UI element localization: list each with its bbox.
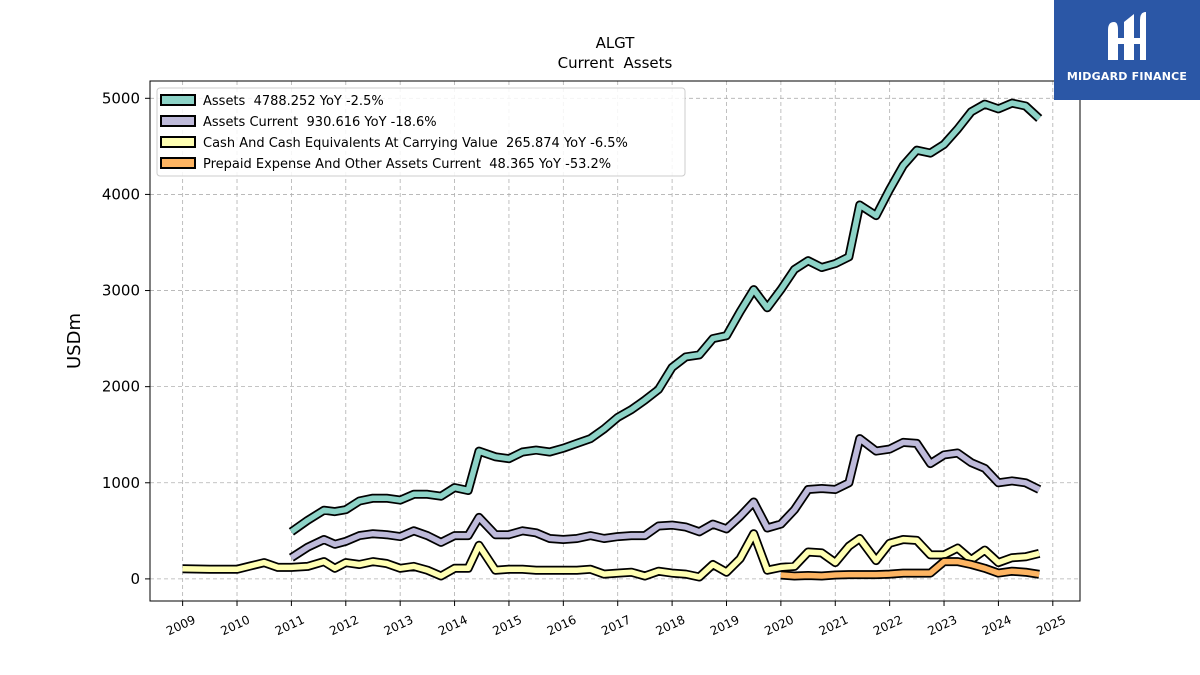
x-tick-label: 2021 — [817, 613, 851, 639]
chart-title: ALGT — [596, 34, 636, 52]
y-tick-label: 3000 — [102, 282, 140, 300]
legend-box — [156, 87, 686, 177]
series-line — [289, 100, 1042, 535]
x-axis: 2009 2010 2011 2012 2013 2014 2015 2016 2017 2018… — [164, 601, 1068, 638]
y-tick-label: 0 — [130, 570, 140, 588]
x-tick-label: 2020 — [762, 613, 796, 639]
x-tick-label: 2015 — [490, 613, 524, 639]
x-tick-label: 2009 — [164, 613, 198, 639]
chart-subtitle: Current Assets — [558, 54, 673, 72]
series-3 — [780, 557, 1040, 581]
x-tick-label: 2025 — [1034, 613, 1068, 639]
series-layer — [182, 98, 1043, 582]
x-tick-label: 2019 — [708, 613, 742, 639]
x-tick-label: 2013 — [382, 613, 416, 639]
legend-swatch — [160, 94, 196, 106]
legend-swatch — [160, 157, 196, 169]
legend: Assets 4788.252 YoY -2.5% Assets Current … — [156, 87, 686, 177]
series-line — [780, 558, 1040, 579]
x-tick-label: 2018 — [654, 613, 688, 639]
x-tick-label: 2017 — [599, 613, 633, 639]
y-tick-label: 1000 — [102, 474, 140, 492]
series-1 — [288, 434, 1042, 562]
x-tick-label: 2010 — [219, 613, 253, 639]
logo-text: MIDGARD FINANCE — [1066, 70, 1188, 83]
x-tick-label: 2022 — [871, 613, 905, 639]
series-line — [182, 530, 1040, 580]
series-line — [289, 435, 1041, 561]
y-axis: 0 1000 2000 3000 4000 5000 — [102, 89, 150, 588]
legend-label: Assets 4788.252 YoY -2.5% — [203, 94, 384, 109]
x-tick-label: 2014 — [436, 613, 470, 639]
plot-frame — [149, 80, 1081, 602]
midgard-logo-icon — [1108, 12, 1146, 60]
series-0 — [288, 98, 1043, 536]
legend-swatch — [160, 136, 196, 148]
legend-swatch — [160, 115, 196, 127]
x-tick-label: 2016 — [545, 613, 579, 639]
y-tick-label: 4000 — [102, 185, 140, 203]
x-tick-label: 2011 — [273, 613, 307, 639]
y-tick-label: 5000 — [102, 89, 140, 107]
x-tick-label: 2024 — [980, 613, 1014, 639]
x-tick-label: 2012 — [327, 613, 361, 639]
y-tick-label: 2000 — [102, 378, 140, 396]
legend-label: Assets Current 930.616 YoY -18.6% — [203, 115, 437, 130]
y-axis-label: USDm — [64, 313, 85, 369]
legend-label: Prepaid Expense And Other Assets Current… — [203, 157, 611, 172]
legend-label: Cash And Cash Equivalents At Carrying Va… — [203, 136, 628, 151]
series-2 — [182, 529, 1041, 582]
x-tick-label: 2023 — [926, 613, 960, 639]
logo: MIDGARD FINANCE — [1054, 0, 1200, 100]
